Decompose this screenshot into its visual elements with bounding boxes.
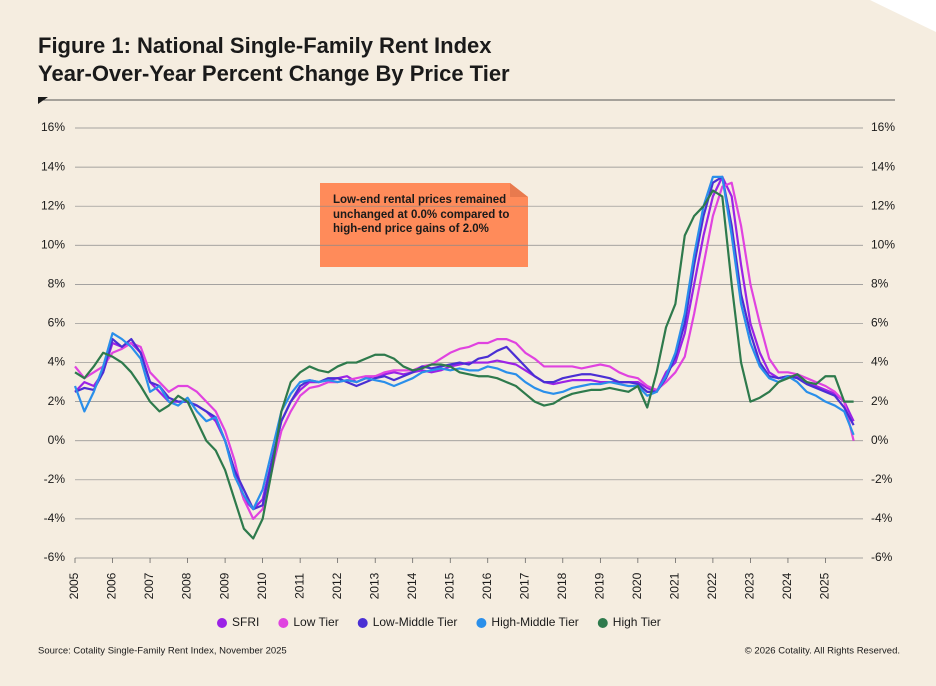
x-tick-label: 2025 bbox=[818, 572, 832, 599]
legend-label: Low-Middle Tier bbox=[373, 615, 458, 629]
y-tick-label: -4% bbox=[44, 511, 66, 525]
y2-tick-label: 8% bbox=[871, 277, 889, 291]
y-tick-label: 4% bbox=[48, 355, 66, 369]
y2-tick-label: 2% bbox=[871, 394, 889, 408]
source: Source: Cotality Single-Family Rent Inde… bbox=[38, 646, 287, 657]
y-tick-label: -2% bbox=[44, 472, 66, 486]
x-tick-label: 2005 bbox=[67, 572, 81, 599]
x-tick-label: 2017 bbox=[517, 572, 531, 599]
annotation-box bbox=[320, 183, 528, 267]
y-tick-label: -6% bbox=[44, 550, 66, 564]
annotation: Low-end rental prices remained unchanged… bbox=[333, 194, 510, 235]
x-tick-label: 2024 bbox=[780, 572, 794, 599]
y2-tick-label: 10% bbox=[871, 237, 895, 251]
legend-marker bbox=[357, 618, 368, 628]
y-tick-label: 0% bbox=[48, 433, 66, 447]
x-tick-label: 2009 bbox=[217, 572, 231, 599]
y2-tick-label: 16% bbox=[871, 120, 895, 134]
x-tick-label: 2013 bbox=[367, 572, 381, 599]
y-tick-label: 12% bbox=[41, 198, 65, 212]
y2-tick-label: 14% bbox=[871, 159, 895, 173]
chart-title: Figure 1: National Single-Family Rent In… bbox=[38, 33, 492, 58]
y-tick-label: 10% bbox=[41, 237, 65, 251]
y2-tick-label: -4% bbox=[871, 511, 893, 525]
x-tick-label: 2014 bbox=[405, 572, 419, 599]
legend-label: SFRI bbox=[232, 615, 259, 629]
x-tick-label: 2018 bbox=[555, 572, 569, 599]
legend-label: High Tier bbox=[613, 615, 661, 629]
x-tick-label: 2021 bbox=[668, 572, 682, 599]
series-line bbox=[74, 189, 854, 540]
chart-subtitle: Year-Over-Year Percent Change By Price T… bbox=[38, 61, 510, 86]
x-tick-label: 2015 bbox=[442, 572, 456, 599]
legend-marker bbox=[597, 618, 608, 628]
x-tick-label: 2008 bbox=[180, 572, 194, 599]
x-tick-label: 2019 bbox=[593, 572, 607, 599]
y-tick-label: 14% bbox=[41, 159, 65, 173]
header-marker bbox=[38, 97, 48, 104]
x-tick-label: 2010 bbox=[255, 572, 269, 599]
copyright: © 2026 Cotality. All Rights Reserved. bbox=[745, 646, 900, 657]
x-tick-label: 2007 bbox=[142, 572, 156, 599]
legend-marker bbox=[476, 618, 487, 628]
x-tick-label: 2020 bbox=[630, 572, 644, 599]
y-tick-label: 16% bbox=[41, 120, 65, 134]
x-tick-label: 2023 bbox=[743, 572, 757, 599]
corner-decoration bbox=[870, 0, 936, 32]
y2-tick-label: 12% bbox=[871, 198, 895, 212]
y2-tick-label: -6% bbox=[871, 550, 893, 564]
x-tick-label: 2011 bbox=[292, 573, 306, 599]
y2-tick-label: 6% bbox=[871, 316, 889, 330]
y2-tick-label: 4% bbox=[871, 355, 889, 369]
x-tick-label: 2022 bbox=[705, 572, 719, 599]
y-tick-label: 8% bbox=[48, 277, 66, 291]
series-line bbox=[73, 175, 855, 511]
x-tick-label: 2016 bbox=[480, 572, 494, 599]
annotation-fold bbox=[510, 183, 528, 197]
x-tick-label: 2006 bbox=[105, 572, 119, 599]
legend-label: Low Tier bbox=[293, 615, 338, 629]
y-tick-label: 2% bbox=[48, 394, 66, 408]
legend-marker bbox=[278, 618, 289, 628]
legend-label: High-Middle Tier bbox=[491, 615, 578, 629]
y-tick-label: 6% bbox=[48, 316, 66, 330]
y2-tick-label: -2% bbox=[871, 472, 893, 486]
legend-marker bbox=[217, 618, 227, 628]
x-tick-label: 2012 bbox=[330, 572, 344, 599]
y2-tick-label: 0% bbox=[871, 433, 889, 447]
